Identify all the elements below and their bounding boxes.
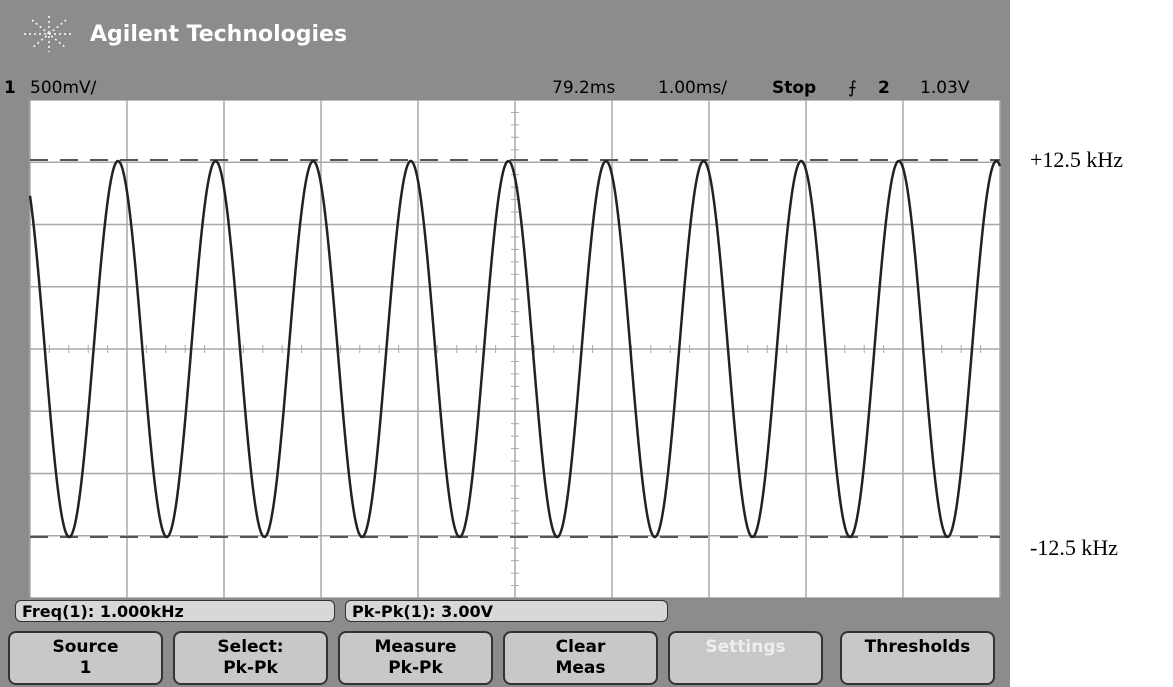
waveform-display — [0, 100, 1010, 598]
softkey-label: 1 — [10, 658, 161, 679]
softkey-label: Measure — [340, 637, 491, 658]
annotation: -12.5 kHz — [1030, 535, 1118, 561]
measurement: Freq(1): 1.000kHz — [15, 600, 335, 622]
brand: Agilent Technologies — [90, 22, 347, 47]
softkey[interactable]: Select:Pk-Pk — [173, 631, 328, 685]
softkey-label: Pk-Pk — [340, 658, 491, 679]
softkey-label: Settings — [670, 637, 821, 658]
softkey[interactable]: Thresholds — [840, 631, 995, 685]
page: Agilent Technologies 1 500mV/ 79.2ms 1.0… — [0, 0, 1173, 687]
delay: 79.2ms — [552, 78, 615, 98]
volt-scale: 500mV/ — [30, 78, 96, 98]
run-mode: Stop — [772, 78, 816, 98]
softkey-label: Clear — [505, 637, 656, 658]
softkey-label: Thresholds — [842, 637, 993, 658]
timebase: 1.00ms/ — [658, 78, 727, 98]
logo — [14, 14, 84, 54]
softkey[interactable]: Settings — [668, 631, 823, 685]
trigger-level: 1.03V — [920, 78, 969, 98]
softkey-label: Source — [10, 637, 161, 658]
scope-screen: Agilent Technologies 1 500mV/ 79.2ms 1.0… — [0, 0, 1010, 687]
softkey-label: Select: — [175, 637, 326, 658]
annotation: +12.5 kHz — [1030, 147, 1123, 173]
softkey-label: Meas — [505, 658, 656, 679]
softkey-label: Pk-Pk — [175, 658, 326, 679]
measurement: Pk-Pk(1): 3.00V — [345, 600, 668, 622]
channel: 1 — [4, 78, 16, 98]
trigger-channel: 2 — [878, 78, 890, 98]
